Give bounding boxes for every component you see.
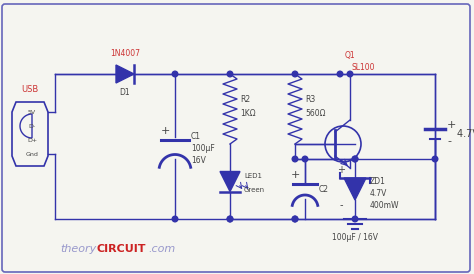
Circle shape: [227, 216, 233, 222]
Text: 1N4007: 1N4007: [110, 49, 140, 58]
Text: 1KΩ: 1KΩ: [240, 110, 255, 118]
Text: USB: USB: [21, 85, 38, 94]
Polygon shape: [220, 172, 240, 192]
Circle shape: [227, 216, 233, 222]
Text: D1: D1: [120, 88, 130, 97]
Circle shape: [432, 156, 438, 162]
Text: +: +: [161, 125, 170, 136]
Circle shape: [302, 156, 308, 162]
Polygon shape: [116, 65, 134, 83]
Circle shape: [292, 156, 298, 162]
Circle shape: [292, 216, 298, 222]
Text: 4.7V: 4.7V: [370, 189, 387, 198]
Text: R2: R2: [240, 95, 250, 104]
Text: 16V: 16V: [191, 156, 206, 165]
Text: 560Ω: 560Ω: [305, 110, 326, 118]
Circle shape: [352, 216, 358, 222]
Text: CIRCUIT: CIRCUIT: [97, 244, 146, 254]
Text: LED1: LED1: [244, 173, 262, 179]
Text: theory: theory: [60, 244, 96, 254]
Circle shape: [352, 156, 358, 162]
Text: .com: .com: [148, 244, 175, 254]
Text: C2: C2: [319, 184, 329, 193]
Text: -: -: [447, 136, 451, 147]
Text: +: +: [447, 119, 456, 130]
Circle shape: [347, 71, 353, 77]
Polygon shape: [344, 178, 366, 200]
Text: D-: D-: [28, 124, 36, 129]
Text: R3: R3: [305, 95, 315, 104]
Text: 100µF / 16V: 100µF / 16V: [332, 233, 378, 242]
Text: 5V: 5V: [28, 110, 36, 115]
Text: Q1: Q1: [345, 51, 356, 60]
Text: +: +: [291, 170, 300, 180]
Text: SL100: SL100: [352, 64, 375, 73]
Polygon shape: [12, 102, 48, 166]
Circle shape: [337, 71, 343, 77]
Text: 4.7V / to mobile: 4.7V / to mobile: [457, 129, 474, 138]
Circle shape: [227, 71, 233, 77]
Circle shape: [292, 216, 298, 222]
Text: D+: D+: [27, 138, 37, 142]
Circle shape: [172, 71, 178, 77]
Text: Gnd: Gnd: [26, 152, 38, 156]
Circle shape: [172, 216, 178, 222]
FancyBboxPatch shape: [2, 4, 470, 272]
Text: C1: C1: [191, 132, 201, 141]
Text: Green: Green: [244, 187, 265, 193]
Text: +: +: [337, 165, 345, 175]
Text: ZD1: ZD1: [370, 176, 386, 185]
Text: -: -: [339, 200, 343, 210]
Polygon shape: [20, 114, 32, 138]
Text: 100µF: 100µF: [191, 144, 215, 153]
Circle shape: [292, 71, 298, 77]
Text: 400mW: 400mW: [370, 201, 400, 210]
Circle shape: [352, 156, 358, 162]
